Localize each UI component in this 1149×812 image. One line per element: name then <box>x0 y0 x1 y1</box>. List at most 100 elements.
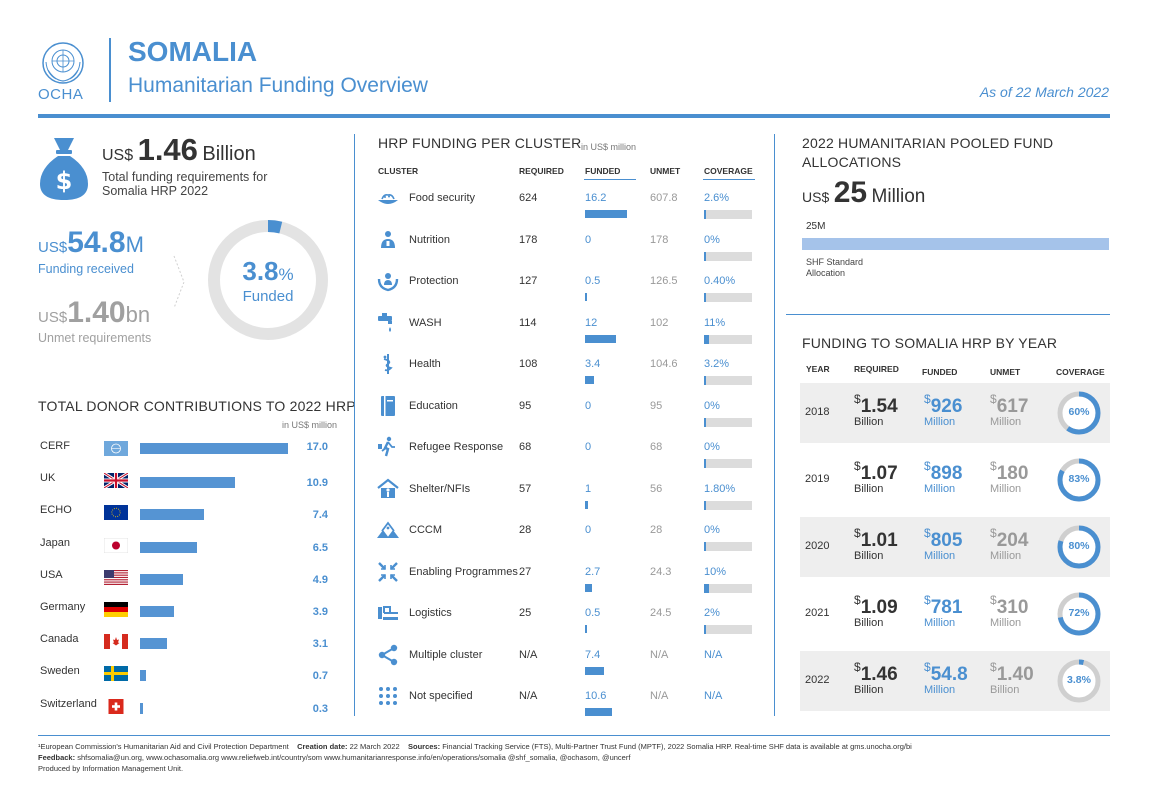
sources-text: Financial Tracking Service (FTS), Multi-… <box>442 742 912 751</box>
year-funded: $805 Million <box>924 526 962 562</box>
funded-percent-sign: % <box>278 265 294 284</box>
cluster-row: Refugee Response 68 0 68 0% <box>374 433 764 473</box>
donor-value: 3.1 <box>312 638 328 651</box>
cluster-unmet: 24.5 <box>650 607 672 619</box>
un-emblem-icon <box>42 42 84 84</box>
cluster-coverage: 2% <box>704 607 720 619</box>
cluster-required: 28 <box>519 524 532 536</box>
cluster-coverage: 0% <box>704 399 720 412</box>
cluster-funded-bar <box>585 666 605 675</box>
coverage-ring <box>1057 592 1101 636</box>
cluster-name: CCCM <box>409 524 442 536</box>
cluster-name: Education <box>409 399 458 412</box>
cluster-unmet: 95 <box>650 399 663 412</box>
donor-bar <box>140 443 288 454</box>
donor-name: Germany <box>40 601 86 613</box>
funded-percent: 3.8% <box>206 256 330 287</box>
cluster-section-title: HRP FUNDING PER CLUSTER <box>378 135 582 151</box>
chevron-right-icon <box>173 255 185 309</box>
creation-date: 22 March 2022 <box>349 742 400 751</box>
coverage-ring <box>1057 391 1101 435</box>
cluster-name: Enabling Programmes <box>409 565 518 578</box>
cluster-required: 95 <box>519 399 532 412</box>
column-divider-left <box>354 134 355 716</box>
wash-icon <box>376 311 400 335</box>
cluster-row: Multiple cluster N/A 7.4 N/A N/A <box>374 641 764 681</box>
received-currency: US$ <box>38 239 68 256</box>
cluster-row: Enabling Programmes 27 2.7 24.3 10% <box>374 558 764 598</box>
received-unit: M <box>125 232 144 257</box>
year-funded: $898 Million <box>924 459 962 495</box>
cluster-required: N/A <box>519 690 538 702</box>
cluster-required: N/A <box>519 648 538 661</box>
cluster-row: Health 108 3.4 104.6 3.2% <box>374 350 764 390</box>
donor-bar <box>140 573 183 585</box>
cluster-required: 68 <box>519 441 532 453</box>
cluster-name: Logistics <box>409 607 452 619</box>
year-funded: $926 Million <box>924 392 962 428</box>
donor-row: Switzerland 0.3 <box>38 698 338 718</box>
cluster-funded-bar <box>585 210 627 218</box>
flag-eu-icon <box>104 505 128 521</box>
donor-value: 7.4 <box>312 509 328 522</box>
year-required: $1.07 Billion <box>854 459 898 495</box>
donor-row: USA 4.9 <box>38 569 338 589</box>
donor-name: Canada <box>40 633 79 646</box>
year-required-value: 1.01 <box>860 530 898 551</box>
dollar-sign: $ <box>854 660 861 674</box>
cluster-funded-bar <box>585 500 588 509</box>
year-funded-value: 805 <box>930 530 963 551</box>
cluster-coverage: 10% <box>704 565 727 578</box>
cluster-funded-bar <box>585 625 587 633</box>
cluster-coverage: 0% <box>704 233 720 246</box>
coverage-track <box>704 542 752 551</box>
requirements-description: Total funding requirements for Somalia H… <box>102 170 268 198</box>
cluster-name: Food security <box>409 192 476 204</box>
donor-name: ECHO <box>40 504 72 517</box>
coverage-percent: 72% <box>1068 607 1090 619</box>
creation-label: Creation date: <box>297 742 348 751</box>
cccm-icon <box>376 518 400 542</box>
donor-bar <box>140 509 205 521</box>
year-required-value: 1.46 <box>860 664 898 685</box>
coverage-ring <box>1057 458 1101 502</box>
cluster-required: 27 <box>519 565 532 578</box>
cluster-name: Refugee Response <box>409 441 504 453</box>
donor-name: Sweden <box>40 665 80 678</box>
cluster-name: Health <box>409 358 441 370</box>
pooled-fund-value: 25 <box>833 176 868 209</box>
cluster-funded-bar <box>585 708 613 716</box>
cluster-funded-bar <box>585 583 592 592</box>
year-funded-unit: Million <box>924 617 956 629</box>
feedback-label: Feedback: <box>38 753 76 762</box>
coverage-track <box>704 500 752 510</box>
coverage-fill <box>704 210 706 219</box>
cluster-name: Not specified <box>409 690 473 702</box>
footer-line-2: Feedback: shfsomalia@un.org, www.ochasom… <box>38 753 630 762</box>
coverage-header-rule <box>703 179 755 180</box>
year-unmet-unit: Million <box>990 617 1022 629</box>
cluster-required: 57 <box>519 482 532 495</box>
cluster-unmet: 68 <box>650 441 663 453</box>
cluster-row: Protection 127 0.5 126.5 0.40% <box>374 267 764 307</box>
coverage-fill <box>704 251 706 261</box>
sources-label: Sources: <box>407 742 441 751</box>
right-section-divider <box>786 314 1110 315</box>
year-funded-unit: Million <box>924 483 956 495</box>
year-row: 2018 $1.54 Billion $926 Million $617 Million 60… <box>800 383 1110 443</box>
shelter-icon <box>376 477 400 501</box>
dollar-sign: $ <box>990 593 997 607</box>
not-specified-icon <box>376 684 400 708</box>
page-subtitle: Humanitarian Funding Overview <box>128 74 428 97</box>
unmet-unit: bn <box>125 302 151 327</box>
donor-row: Germany 3.9 <box>38 601 338 621</box>
produced-by: Produced by Information Management Unit. <box>38 764 184 773</box>
pooled-fund-currency: US$ <box>802 189 830 205</box>
coverage-fill <box>704 542 706 551</box>
pooled-fund-amount: US$ 25 Million <box>802 176 925 210</box>
coverage-ring-arc <box>1057 458 1101 502</box>
flag-switzerland-icon <box>104 698 128 714</box>
year-unmet: $310 Million <box>990 593 1028 629</box>
svg-text:$: $ <box>56 167 73 195</box>
coverage-ring <box>1057 659 1101 703</box>
